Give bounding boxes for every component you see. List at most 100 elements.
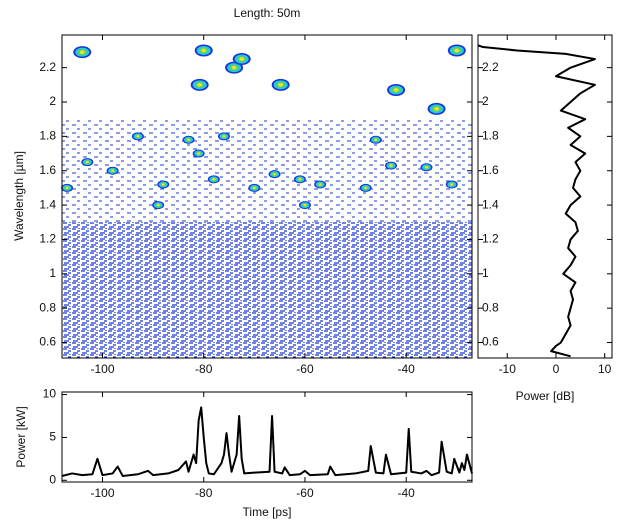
spot-ring <box>252 186 256 190</box>
hot-spot <box>61 183 74 192</box>
hot-spot <box>217 132 230 141</box>
spot-ring <box>273 172 277 176</box>
spot-ring <box>454 48 460 53</box>
y-tick-label: 2.2 <box>39 60 56 74</box>
spot-ring <box>374 138 378 142</box>
y-tick-label: 1.6 <box>482 163 499 177</box>
x-tick-label: -40 <box>398 362 416 376</box>
spot-ring <box>318 183 322 186</box>
y-tick-label: 2.2 <box>482 60 499 74</box>
spot-ring <box>136 135 140 138</box>
hot-spot <box>298 201 311 210</box>
y-tick-label: 1.2 <box>482 232 499 246</box>
hot-spot <box>427 102 446 115</box>
x-tick-label: -60 <box>296 362 314 376</box>
spectrogram-texture <box>62 119 472 222</box>
y-tick-label: 0.6 <box>39 335 56 349</box>
hot-spot <box>248 183 261 192</box>
plot-frame <box>61 34 473 359</box>
hot-spot <box>420 163 433 172</box>
x-tick-label: -60 <box>296 486 314 500</box>
hot-spot <box>359 183 372 192</box>
y-tick-label: 1.4 <box>39 197 56 211</box>
y-tick-label: 2 <box>49 94 56 108</box>
y-tick-label: 0.8 <box>39 300 56 314</box>
spot-ring <box>393 88 399 92</box>
x-tick-label: 10 <box>598 362 612 376</box>
y-axis-label: Power [kW] <box>14 406 28 467</box>
x-tick-label: -80 <box>195 362 213 376</box>
hot-spot <box>268 170 281 179</box>
hot-spot <box>293 175 306 184</box>
hot-spot <box>106 166 119 175</box>
spot-ring <box>278 83 284 87</box>
spot-ring <box>303 203 307 207</box>
x-tick-label: -100 <box>90 486 114 500</box>
y-tick-label: 1.8 <box>482 129 499 143</box>
hot-spot <box>194 44 213 57</box>
spot-ring <box>434 107 440 111</box>
x-tick-label: -100 <box>90 362 114 376</box>
y-tick-label: 5 <box>49 430 56 444</box>
line <box>61 406 473 477</box>
x-axis-label: Power [dB] <box>516 389 575 403</box>
hot-spot <box>445 180 458 189</box>
spectrogram-texture <box>62 222 472 358</box>
hot-spot <box>232 53 251 66</box>
spot-ring <box>65 186 69 190</box>
x-axis-label: Time [ps] <box>243 505 292 519</box>
plot-frame <box>61 391 473 483</box>
hot-spot <box>152 201 165 210</box>
hot-spot <box>271 78 290 91</box>
hot-spot <box>225 61 244 74</box>
spot-ring <box>187 138 191 142</box>
spot-ring <box>85 160 89 164</box>
spot-ring <box>161 183 165 186</box>
plot-frame <box>477 34 613 359</box>
spot-ring <box>239 57 245 61</box>
figure-title: Length: 50m <box>234 6 301 20</box>
y-tick-label: 0.6 <box>482 335 499 349</box>
spot-ring <box>111 169 115 172</box>
spot-ring <box>450 183 454 186</box>
y-tick-label: 0.8 <box>482 300 499 314</box>
spot-ring <box>212 178 216 181</box>
x-tick-label: -40 <box>398 486 416 500</box>
spot-ring <box>197 152 201 155</box>
hot-spot <box>182 135 195 144</box>
hot-spot <box>387 83 406 96</box>
spot-ring <box>389 164 393 167</box>
line <box>477 44 596 358</box>
hot-spot <box>131 132 144 141</box>
hot-spot <box>190 78 209 91</box>
hot-spot <box>73 46 92 59</box>
y-tick-label: 0 <box>49 472 56 486</box>
hot-spot <box>385 161 398 170</box>
hot-spot <box>192 149 205 158</box>
hot-spot <box>207 175 220 184</box>
spot-ring <box>201 48 207 53</box>
spot-ring <box>424 166 428 169</box>
spot-ring <box>298 178 302 181</box>
spot-ring <box>222 135 226 138</box>
x-tick-label: 0 <box>553 362 560 376</box>
y-tick-label: 1 <box>482 266 489 280</box>
hot-spot <box>81 158 94 167</box>
spot-ring <box>79 50 85 54</box>
y-tick-label: 1.6 <box>39 163 56 177</box>
spot-ring <box>156 203 160 207</box>
y-tick-label: 1.4 <box>482 197 499 211</box>
spot-ring <box>231 65 237 70</box>
y-tick-label: 1 <box>49 266 56 280</box>
y-tick-label: 1.8 <box>39 129 56 143</box>
y-tick-label: 10 <box>43 387 57 401</box>
y-tick-label: 1.2 <box>39 232 56 246</box>
hot-spot <box>157 180 170 189</box>
hot-spot <box>314 180 327 189</box>
y-tick-label: 2 <box>482 94 489 108</box>
hot-spot <box>447 44 466 57</box>
spot-ring <box>364 186 368 190</box>
x-tick-label: -80 <box>195 486 213 500</box>
x-tick-label: -10 <box>499 362 517 376</box>
